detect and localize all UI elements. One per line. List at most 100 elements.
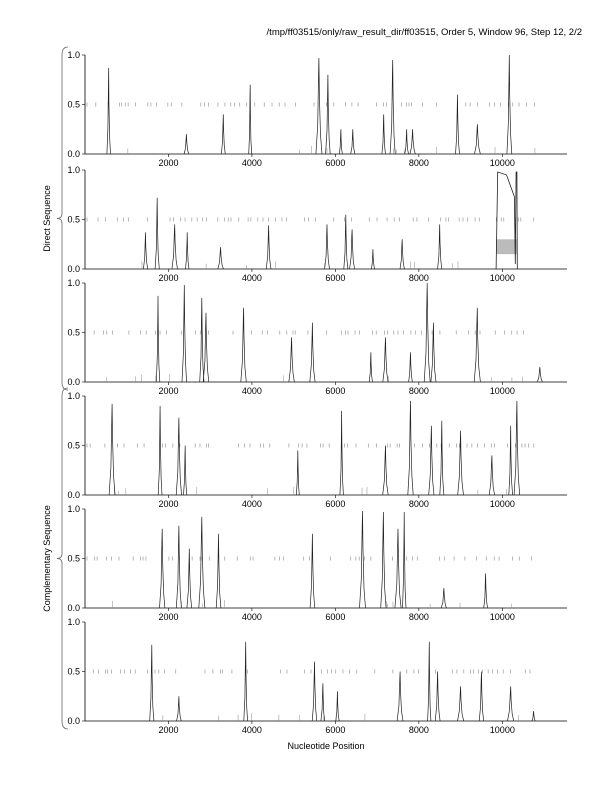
peak	[434, 671, 441, 722]
y-tick-label: 1.0	[67, 278, 80, 288]
peak	[536, 367, 543, 383]
y-tick-label: 1.0	[67, 617, 80, 627]
peak	[440, 588, 447, 609]
peak	[402, 511, 407, 609]
x-tick-label: 2000	[158, 273, 178, 283]
x-tick-label: 6000	[325, 273, 345, 283]
peak	[199, 297, 205, 383]
peak	[108, 403, 116, 496]
peak	[309, 322, 316, 383]
panel-6: 0.0 0.5 1.0 2000 4000 6000 8000 10000	[67, 617, 567, 735]
panel-3: 0.0 0.5 1.0 2000 4000 6000 8000 10000	[67, 278, 567, 396]
x-tick-label: 2000	[158, 499, 178, 509]
group-brace	[56, 387, 69, 730]
peak	[407, 400, 414, 496]
peak	[202, 312, 210, 383]
peak	[427, 641, 432, 722]
x-tick-label: 6000	[325, 158, 345, 168]
x-tick-label: 10000	[490, 612, 515, 622]
peak	[183, 134, 190, 155]
peak	[507, 686, 515, 722]
x-tick-label: 4000	[242, 499, 262, 509]
coding-region-curve	[495, 171, 518, 270]
peak	[349, 229, 355, 270]
y-tick-label: 0.5	[67, 441, 80, 451]
chart-title: /tmp/ff03515/only/raw_result_dir/ff03515…	[266, 27, 582, 38]
y-tick-label: 0.0	[67, 716, 80, 726]
x-tick-label: 6000	[325, 499, 345, 509]
peak	[171, 224, 178, 270]
group-label: Complementary Sequence	[42, 505, 52, 612]
x-tick-label: 4000	[242, 158, 262, 168]
peak	[350, 129, 356, 155]
peak	[380, 511, 387, 609]
peak	[513, 400, 521, 496]
peak	[106, 67, 111, 155]
y-tick-label: 0.0	[67, 490, 80, 500]
peak	[478, 671, 485, 722]
x-tick-label: 6000	[325, 725, 345, 735]
peak	[457, 430, 464, 496]
peak	[531, 711, 536, 722]
peak	[324, 224, 330, 270]
y-tick-label: 1.0	[67, 391, 80, 401]
panel-4: 0.0 0.5 1.0 2000 4000 6000 8000 10000	[67, 391, 567, 509]
peak	[186, 548, 193, 609]
peak	[240, 307, 247, 383]
peak	[159, 528, 166, 609]
x-tick-label: 8000	[409, 273, 429, 283]
peak	[428, 425, 435, 496]
peak	[423, 282, 431, 383]
x-tick-label: 8000	[409, 386, 429, 396]
peak	[506, 54, 513, 155]
peak	[359, 510, 366, 609]
x-tick-label: 8000	[409, 158, 429, 168]
panel-2: 0.0 0.5 1.0 2000 4000 6000 8000 10000	[67, 165, 567, 283]
peak	[183, 445, 188, 496]
peak	[198, 516, 206, 609]
peak	[396, 671, 404, 722]
x-tick-label: 6000	[325, 386, 345, 396]
x-tick-label: 8000	[409, 612, 429, 622]
x-axis-label: Nucleotide Position	[287, 741, 364, 751]
peak	[439, 420, 445, 496]
panel-1: 0.0 0.5 1.0 2000 4000 6000 8000 10000	[67, 50, 567, 168]
x-tick-label: 4000	[242, 386, 262, 396]
x-tick-label: 10000	[490, 725, 515, 735]
y-tick-label: 0.0	[67, 603, 80, 613]
peak	[215, 533, 222, 609]
peak	[325, 74, 331, 155]
peak	[248, 84, 253, 155]
peak	[408, 352, 413, 383]
x-tick-label: 2000	[158, 386, 178, 396]
x-tick-label: 4000	[242, 273, 262, 283]
group-label: Direct Sequence	[42, 185, 52, 252]
peak	[488, 455, 495, 496]
peak	[335, 691, 340, 722]
peak	[220, 114, 226, 155]
x-tick-label: 10000	[490, 499, 515, 509]
peak	[143, 232, 149, 270]
peak	[155, 295, 161, 383]
peak	[394, 528, 402, 609]
x-tick-label: 10000	[490, 273, 515, 283]
y-tick-label: 0.0	[67, 377, 80, 387]
peak	[508, 425, 513, 496]
peak	[315, 57, 323, 155]
peak	[370, 249, 375, 270]
peak	[339, 410, 344, 496]
peak	[175, 525, 182, 609]
peak	[381, 114, 386, 155]
x-tick-label: 6000	[325, 612, 345, 622]
x-tick-label: 2000	[158, 158, 178, 168]
y-tick-label: 0.5	[67, 328, 80, 338]
peak	[288, 337, 295, 383]
x-tick-label: 10000	[490, 386, 515, 396]
x-tick-label: 8000	[409, 725, 429, 735]
peak	[338, 129, 343, 155]
y-tick-label: 0.0	[67, 149, 80, 159]
x-tick-label: 10000	[490, 158, 515, 168]
y-tick-label: 1.0	[67, 165, 80, 175]
x-tick-label: 4000	[242, 612, 262, 622]
